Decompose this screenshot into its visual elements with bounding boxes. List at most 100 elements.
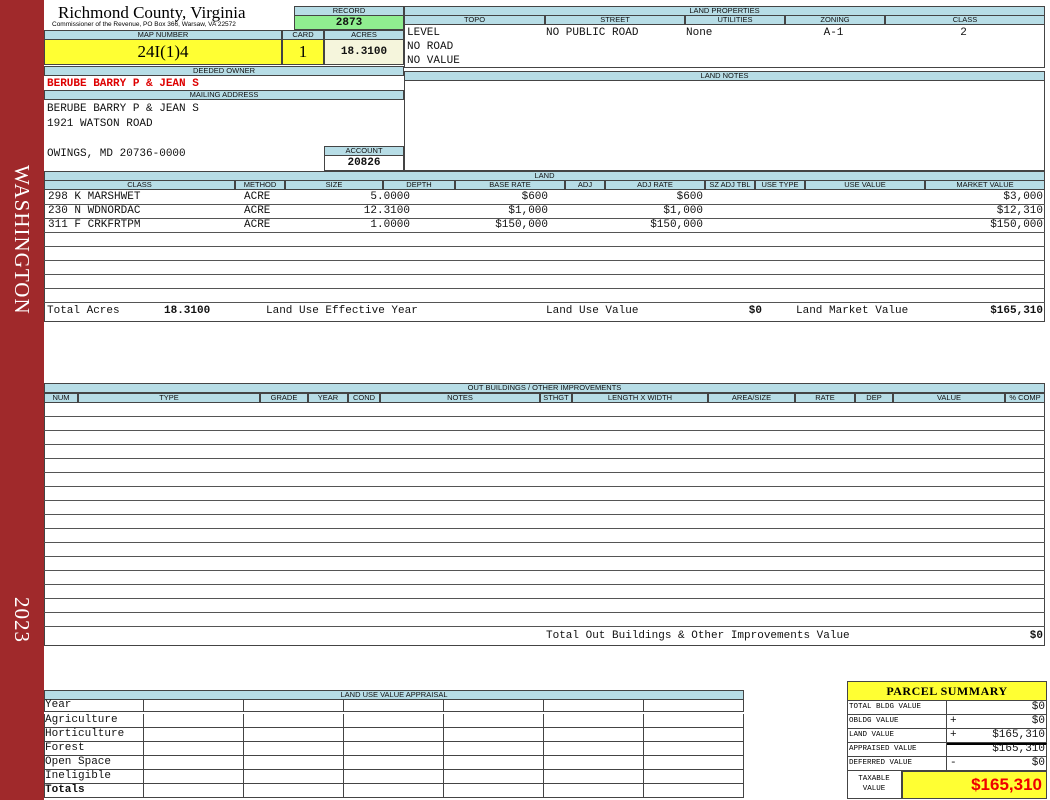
- address-line: 1921 WATSON ROAD: [47, 118, 153, 130]
- row-line: [44, 416, 1045, 417]
- summary-value-cell: [947, 715, 1047, 729]
- outbuildings-header: RATE: [795, 393, 855, 403]
- row-line: [44, 218, 1045, 219]
- luva-cell: [444, 699, 544, 712]
- luva-cell: [144, 728, 244, 742]
- summary-sign: +: [950, 715, 957, 727]
- luva-row-label: Totals: [44, 784, 144, 798]
- topo: NO VALUE: [407, 55, 460, 67]
- outbuildings-header: GRADE: [260, 393, 308, 403]
- luva-cell: [344, 756, 444, 770]
- land-adj-rate: $150,000: [650, 219, 703, 231]
- luva-cell: [344, 699, 444, 712]
- year: 2023: [10, 597, 34, 643]
- row-line: [44, 288, 1045, 289]
- summary-value: $165,310: [992, 729, 1045, 741]
- land-market-value: $150,000: [990, 219, 1043, 231]
- land-properties-header: UTILITIES: [685, 15, 785, 25]
- outbuildings-header: NOTES: [380, 393, 540, 403]
- luva-cell: [144, 699, 244, 712]
- row-line: [44, 500, 1045, 501]
- total-acres-label: Total Acres: [47, 305, 120, 317]
- row-line: [44, 570, 1045, 571]
- luva-cell: [544, 714, 644, 728]
- luva-cell: [244, 699, 344, 712]
- summary-value-cell: [947, 729, 1047, 743]
- land-adj-rate: $600: [676, 191, 703, 203]
- use-value: $0: [748, 305, 762, 317]
- luva-cell: [544, 784, 644, 798]
- luva-cell: [544, 728, 644, 742]
- luva-cell: [544, 742, 644, 756]
- acres-value: 18.3100: [324, 39, 404, 65]
- outbuildings-header: DEP: [855, 393, 893, 403]
- row-line: [44, 260, 1045, 261]
- land-class: 311 F CRKFRTPM: [48, 219, 141, 231]
- luva-cell: [644, 728, 744, 742]
- luva-cell: [444, 728, 544, 742]
- luva-cell: [644, 756, 744, 770]
- summary-value-cell: [947, 743, 1047, 757]
- luva-cell: [344, 714, 444, 728]
- luva-title: LAND USE VALUE APPRAISAL: [44, 690, 744, 700]
- luva-row-label: Horticulture: [44, 728, 144, 742]
- luva-cell: [644, 714, 744, 728]
- luva-cell: [344, 728, 444, 742]
- luva-cell: [344, 742, 444, 756]
- row-line: [44, 584, 1045, 585]
- summary-value-cell: [947, 757, 1047, 771]
- luva-cell: [344, 770, 444, 784]
- outbuildings-header: COND: [348, 393, 380, 403]
- county: Richmond County, Virginia: [58, 3, 246, 22]
- land-base-rate: $1,000: [508, 205, 548, 217]
- luva-cell: [544, 699, 644, 712]
- luva-cell: [544, 770, 644, 784]
- outbuildings-header: AREA/SIZE: [708, 393, 795, 403]
- luva-cell: [644, 784, 744, 798]
- land-header: ADJ: [565, 180, 605, 190]
- outbuildings-header: STHGT: [540, 393, 572, 403]
- row-line: [44, 444, 1045, 445]
- luva-cell: [244, 784, 344, 798]
- outbuildings-header: LENGTH X WIDTH: [572, 393, 708, 403]
- row-line: [44, 514, 1045, 515]
- land-properties-header: STREET: [545, 15, 685, 25]
- summary-label: TOTAL BLDG VALUE: [847, 701, 947, 715]
- luva-cell: [444, 756, 544, 770]
- row-line: [44, 626, 1045, 627]
- land-base-rate: $600: [521, 191, 548, 203]
- row-line: [44, 458, 1045, 459]
- land-header: DEPTH: [383, 180, 455, 190]
- class: 2: [960, 27, 967, 39]
- luva-row-label: Forest: [44, 742, 144, 756]
- total-acres: 18.3100: [164, 305, 211, 317]
- summary-label: LAND VALUE: [847, 729, 947, 743]
- sidebar: [0, 0, 44, 800]
- row-line: [44, 612, 1045, 613]
- taxable-value: $165,310: [902, 771, 1047, 799]
- luva-cell: [144, 784, 244, 798]
- luva-cell: [644, 742, 744, 756]
- land-size: 1.0000: [370, 219, 410, 231]
- luva-cell: [644, 770, 744, 784]
- summary-value: $0: [1031, 715, 1045, 727]
- card-value: 1: [282, 39, 324, 65]
- row-line: [44, 302, 1045, 303]
- land-properties-header: ZONING: [785, 15, 885, 25]
- land-method: ACRE: [244, 205, 271, 217]
- land-properties-header: CLASS: [885, 15, 1045, 25]
- land-method: ACRE: [244, 219, 271, 231]
- land-header: CLASS: [44, 180, 235, 190]
- luva-cell: [444, 714, 544, 728]
- row-line: [44, 430, 1045, 431]
- land-size: 5.0000: [370, 191, 410, 203]
- utilities: None: [686, 27, 713, 39]
- summary-label: DEFERRED VALUE: [847, 757, 947, 771]
- address-label: MAILING ADDRESS: [44, 90, 404, 100]
- outbuildings-header: TYPE: [78, 393, 260, 403]
- luva-cell: [344, 784, 444, 798]
- land-header: MARKET VALUE: [925, 180, 1045, 190]
- land-header: METHOD: [235, 180, 285, 190]
- summary-value-cell: [947, 701, 1047, 715]
- land-market-value: $12,310: [996, 205, 1043, 217]
